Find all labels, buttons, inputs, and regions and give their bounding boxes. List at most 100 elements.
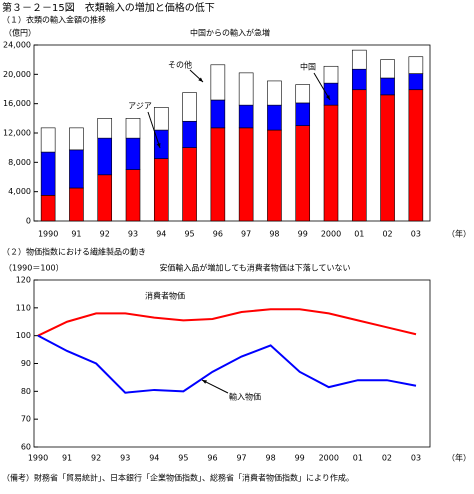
x-tick-label: 03 — [411, 230, 421, 239]
bar-segment — [210, 127, 226, 222]
y-tick-label: 120 — [16, 276, 31, 285]
x-tick-label: 03 — [411, 454, 421, 463]
y-tick-label: 12,000 — [3, 129, 31, 138]
bar-segment — [125, 118, 141, 139]
bar-segment — [408, 73, 424, 91]
arrow — [201, 379, 229, 394]
source-note: （備考）財務省「貿易統計」、日本銀行「企業物価指数」、総務省「消費者物価指数」に… — [2, 473, 354, 483]
x-tick-label: 98 — [266, 454, 276, 463]
bar-segment — [267, 104, 282, 131]
x-tick-label: 91 — [62, 454, 72, 463]
arrow-head — [202, 380, 207, 384]
x-tick-label: 93 — [120, 454, 130, 463]
series-label: 消費者物価 — [145, 291, 185, 301]
series-label: アジア — [128, 102, 152, 111]
x-label: （年） — [447, 453, 471, 463]
x-tick-label: 95 — [184, 230, 194, 239]
annotation: 安価輸入品が増加しても消費者物価は下落していない — [159, 263, 350, 273]
bar-segment — [210, 99, 226, 129]
bar-segment — [295, 84, 311, 104]
bar-segment — [408, 56, 424, 74]
x-tick-label: 97 — [241, 230, 251, 239]
arrow-head — [198, 77, 203, 82]
bar-segment — [182, 92, 197, 122]
x-tick-label: 91 — [71, 230, 81, 239]
x-tick-label: 96 — [213, 230, 223, 239]
plot-area — [33, 279, 431, 448]
subtitle: （１）衣類の輸入金額の推移 — [2, 15, 106, 25]
bar-segment — [97, 174, 113, 222]
x-tick-label: 02 — [382, 230, 392, 239]
bar-segment — [267, 129, 282, 222]
x-tick-label: 01 — [354, 230, 364, 239]
y-label: （1990＝100） — [4, 264, 64, 273]
bar-segment — [267, 80, 282, 106]
bar-segment — [238, 127, 254, 222]
bar-segment — [351, 49, 367, 70]
y-label: （億円） — [4, 28, 36, 38]
bar-segment — [97, 137, 113, 176]
line — [37, 308, 417, 337]
x-label: （年） — [447, 229, 471, 239]
y-tick-label: 90 — [21, 359, 31, 368]
subtitle: （２）物価指数における繊維製品の動き — [2, 247, 146, 257]
y-tick-label: 4,000 — [8, 187, 31, 196]
bar-segment — [182, 147, 197, 222]
bar-segment — [380, 94, 395, 222]
bar-segment — [97, 118, 113, 139]
x-tick-label: 1990 — [38, 230, 58, 239]
series-label: その他 — [168, 60, 192, 70]
bar-segment — [153, 129, 169, 159]
bar-segment — [295, 125, 311, 222]
bar-segment — [380, 77, 395, 96]
figure-title: 第３－２－15図 衣類輸入の増加と価格の低下 — [2, 1, 215, 14]
x-tick-label: 93 — [128, 230, 138, 239]
bar-segment — [210, 64, 226, 101]
arrow — [313, 72, 331, 101]
bar-segment — [238, 104, 254, 129]
y-tick-label: 110 — [16, 303, 31, 312]
bar-segment — [323, 65, 339, 84]
bar-segment — [153, 158, 169, 222]
bar-segment — [238, 72, 254, 106]
bar-segment — [69, 149, 84, 189]
bar-segment — [125, 137, 141, 170]
bar-segment — [323, 104, 339, 222]
bar-segment — [40, 151, 56, 196]
x-tick-label: 94 — [156, 230, 166, 239]
bar-segment — [69, 127, 84, 151]
y-tick-label: 20,000 — [3, 70, 31, 79]
plot-area — [33, 44, 431, 222]
x-tick-label: 98 — [269, 230, 279, 239]
bar-segment — [351, 68, 367, 91]
x-tick-label: 1990 — [28, 454, 48, 463]
x-tick-label: 99 — [295, 454, 305, 463]
x-tick-label: 96 — [207, 454, 217, 463]
y-tick-label: 80 — [21, 387, 31, 396]
bar-segment — [40, 195, 56, 222]
bar-segment — [351, 89, 367, 222]
x-tick-label: 2000 — [321, 230, 341, 239]
x-tick-label: 94 — [149, 454, 159, 463]
x-tick-label: 92 — [91, 454, 101, 463]
bar-segment — [295, 102, 311, 126]
arrow-head — [156, 143, 161, 148]
bar-segment — [153, 107, 169, 131]
bar-segment — [40, 127, 56, 153]
y-tick-label: 24,000 — [3, 41, 31, 50]
y-tick-label: 0 — [26, 217, 31, 226]
x-tick-label: 2000 — [319, 454, 339, 463]
y-tick-label: 8,000 — [8, 158, 31, 167]
series-label: 輸入物価 — [229, 392, 261, 402]
arrow — [147, 111, 161, 149]
y-tick-label: 16,000 — [3, 99, 31, 108]
series-label: 中国 — [300, 62, 316, 72]
bar-segment — [182, 120, 197, 148]
bar-segment — [408, 89, 424, 222]
bar-segment — [69, 187, 84, 222]
arrow-head — [325, 95, 330, 100]
bar-segment — [380, 59, 395, 79]
bar-segment — [125, 169, 141, 222]
y-tick-label: 60 — [21, 443, 31, 452]
